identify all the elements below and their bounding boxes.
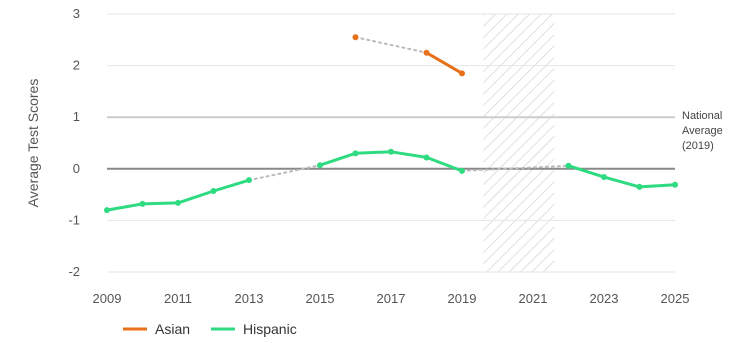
x-tick-label: 2021 [519, 291, 548, 306]
asian-point [423, 49, 430, 56]
hispanic-point [139, 200, 146, 207]
legend-label-asian: Asian [155, 321, 190, 337]
asian-point [459, 70, 465, 77]
hatched-gap-region [483, 14, 555, 272]
hispanic-point [601, 174, 607, 181]
legend-label-hispanic: Hispanic [243, 321, 297, 337]
national-average-label: Average [682, 125, 723, 137]
hispanic-point [317, 162, 323, 169]
hispanic-line-segment [461, 164, 570, 172]
gridlines [107, 13, 675, 273]
x-tick-label: 2019 [448, 291, 477, 306]
y-tick-label: -1 [68, 212, 80, 227]
y-tick-label: 1 [73, 109, 80, 124]
hispanic-point [175, 199, 181, 206]
hispanic-point [672, 181, 678, 188]
hispanic-point [423, 154, 430, 161]
x-tick-label: 2023 [590, 291, 619, 306]
hatched-region [483, 14, 555, 272]
hispanic-point [352, 150, 359, 157]
national-average-annotation: National Average (2019) [682, 110, 723, 152]
axis-ticks: 3 2 1 0 -1 -2 2009 2011 2013 2015 2017 2019 2021 2023… [68, 6, 689, 306]
series-lines [105, 36, 677, 212]
hispanic-point [388, 148, 394, 155]
hispanic-line-segment [567, 164, 677, 189]
reference-lines [107, 116, 675, 170]
hispanic-point [104, 207, 110, 214]
hispanic-point [565, 162, 572, 169]
y-axis-label: Average Test Scores [25, 79, 41, 208]
hispanic-point [210, 187, 217, 194]
asian-line-segment [425, 51, 464, 75]
x-tick-label: 2013 [235, 291, 264, 306]
hispanic-point [459, 167, 465, 174]
series-points [104, 34, 678, 214]
y-tick-label: 0 [73, 161, 80, 176]
y-tick-label: 3 [73, 6, 80, 21]
hispanic-point [636, 183, 643, 190]
national-average-label: (2019) [682, 140, 714, 152]
y-tick-label: -2 [68, 264, 80, 279]
y-tick-label: 2 [73, 58, 80, 73]
x-tick-label: 2009 [93, 291, 122, 306]
legend: Asian Hispanic [123, 321, 297, 337]
x-tick-label: 2025 [661, 291, 690, 306]
x-tick-label: 2017 [377, 291, 406, 306]
asian-point [352, 34, 359, 41]
x-tick-label: 2011 [164, 291, 192, 306]
x-tick-label: 2015 [306, 291, 335, 306]
national-average-label: National [682, 110, 722, 122]
asian-line-segment [354, 36, 428, 54]
hispanic-point [246, 177, 252, 184]
hispanic-line-segment [248, 164, 321, 182]
